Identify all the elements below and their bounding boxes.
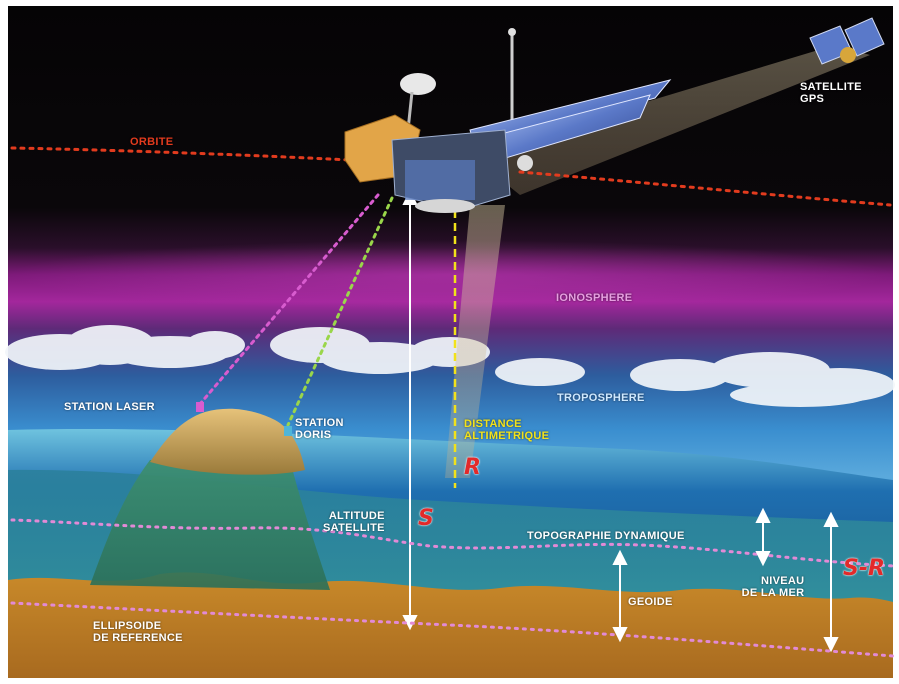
ellipsoid-label-line2: DE REFERENCE [93, 632, 183, 644]
altitude-symbol: S [418, 506, 434, 531]
altitude-label-line1: ALTITUDE [328, 510, 385, 522]
sea-level-arrow [823, 511, 839, 653]
orbit-line-right [518, 170, 892, 207]
laser-link [198, 193, 380, 406]
ionosphere-band [8, 240, 893, 310]
doris-station-marker [284, 426, 292, 436]
ionosphere-label: IONOSPHERE [556, 292, 633, 304]
ellipsoid-label-line1: ELLIPSOIDE [93, 620, 162, 632]
altitude-label: ALTITUDE SATELLITE [323, 510, 385, 534]
gps-satellite [809, 17, 885, 65]
difference-symbol: S-R [843, 556, 885, 581]
topography-label: TOPOGRAPHIE DYNAMIQUE [527, 530, 685, 542]
orbit-label: ORBITE [130, 136, 174, 148]
ellipsoid-label: ELLIPSOIDE DE REFERENCE [93, 620, 183, 644]
altimetry-satellite [344, 28, 672, 213]
sea-level-label-line2: DE LA MER [741, 587, 805, 599]
altitude-label-line2: SATELLITE [323, 522, 385, 534]
distance-label-line2: ALTIMETRIQUE [464, 430, 550, 442]
station-laser-label: STATION LASER [64, 401, 155, 413]
sea-level-label: NIVEAU DE LA MER [737, 575, 804, 599]
distance-label-line1: DISTANCE [464, 418, 522, 430]
distance-label: DISTANCE ALTIMETRIQUE [464, 418, 549, 442]
island [150, 408, 305, 475]
sea-level-label-line1: NIVEAU [761, 575, 805, 587]
doris-label-line1: STATION [295, 417, 344, 429]
troposphere-label: TROPOSPHERE [557, 392, 645, 404]
doris-label-line2: DORIS [295, 429, 332, 441]
orbit-line [10, 146, 352, 162]
dynamic-topography-line [10, 518, 895, 568]
range-symbol: R [464, 455, 481, 480]
gps-satellite-label: SATELLITE GPS [800, 81, 862, 105]
station-doris-label: STATION DORIS [295, 417, 344, 441]
seamount [90, 460, 330, 590]
ellipsoid-line [10, 601, 895, 658]
radar-beam [445, 205, 505, 478]
gps-label-line2: GPS [800, 93, 825, 105]
gps-label-line1: SATELLITE [800, 81, 862, 93]
topography-arrow [755, 507, 771, 567]
gps-beam [470, 45, 870, 195]
laser-station-marker [196, 402, 204, 412]
geoid-arrow [612, 549, 628, 643]
geoid-label: GEOIDE [628, 596, 673, 608]
doris-link [286, 196, 394, 427]
